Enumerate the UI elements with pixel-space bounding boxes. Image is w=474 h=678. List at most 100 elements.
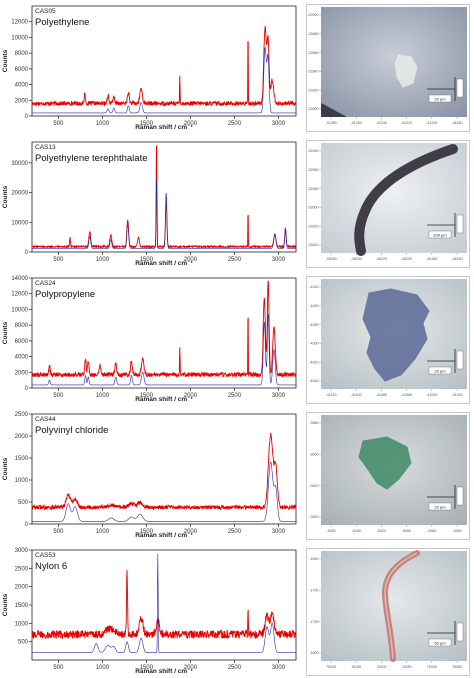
y-tick-label: 0 — [25, 386, 29, 392]
image-y-tick-label: -32960 — [307, 168, 318, 172]
scale-label-box — [428, 94, 452, 103]
x-tick-label: 1000 — [96, 393, 110, 399]
y-tick-label: 10000 — [11, 35, 28, 41]
x-tick-label: 2500 — [228, 257, 242, 263]
measured-spectrum-line — [32, 26, 296, 108]
image-y-tick-label: -1650 — [309, 557, 318, 561]
micrograph: 20 µm -22900 -22880 -22860 -22840 -22820 -2280… — [306, 4, 470, 132]
image-x-tick-label: 76100 — [326, 665, 336, 669]
y-tick-label: 4000 — [15, 355, 29, 361]
sample-particle — [362, 288, 430, 382]
image-x-tick-label: 76350 — [452, 665, 462, 669]
image-y-tick-label: -3600 — [309, 453, 318, 457]
y-tick-label: 0 — [25, 250, 29, 256]
x-tick-label: 2500 — [228, 529, 242, 535]
scale-label-box — [428, 502, 452, 511]
image-x-tick-label: -46260 — [325, 257, 336, 261]
x-axis-title: Raman shift / cm⁻¹ — [135, 260, 193, 267]
measured-spectrum-line — [32, 144, 296, 250]
scale-bar-label: 20 µm — [434, 369, 446, 374]
image-y-tick-label: -1800 — [309, 651, 318, 655]
y-tick-label: 2500 — [15, 412, 29, 418]
scale-label-box — [428, 366, 452, 375]
x-tick-label: 2000 — [184, 393, 198, 399]
sample-code: CAS05 — [35, 8, 56, 15]
image-y-tick-label: -4300 — [309, 342, 318, 346]
spectrum-chart: CAS53 Nylon 6 Raman shift / cm⁻¹ Counts 500 1… — [2, 548, 297, 675]
sample-fiber-highlight — [384, 552, 418, 660]
sample-particle — [358, 436, 412, 490]
y-tick-label: 6000 — [15, 67, 29, 73]
x-tick-label: 2000 — [184, 665, 198, 671]
x-tick-label: 3000 — [272, 257, 286, 263]
reference-spectrum-line — [32, 46, 296, 114]
x-tick-label: 500 — [53, 529, 64, 535]
micrograph: 20 µm -3580 -3600 -3620 -3640 -5460 -5440 -5420… — [306, 412, 470, 540]
x-axis-title: Raman shift / cm⁻¹ — [135, 124, 193, 131]
image-x-tick-label: -41100 — [351, 393, 362, 397]
image-y-tick-label: -4340 — [309, 379, 318, 383]
plot-frame — [31, 141, 297, 253]
image-y-tick-label: -4260 — [309, 304, 318, 308]
x-tick-label: 1500 — [140, 529, 154, 535]
spectrum-chart: CAS24 Polypropylene Raman shift / cm⁻¹ Coun… — [2, 276, 297, 403]
image-y-tick-label: -3620 — [309, 484, 318, 488]
y-tick-label: 1500 — [15, 456, 29, 462]
image-y-tick-label: -4280 — [309, 323, 318, 327]
x-tick-label: 2000 — [184, 121, 198, 127]
polymer-name: Polyethylene terephthalate — [35, 153, 148, 164]
panel-polyvinyl-chloride: CAS44 Polyvinyl chloride Raman shift / cm⁻… — [0, 410, 474, 540]
marker-box — [456, 622, 464, 642]
sample-particle — [394, 54, 418, 88]
image-x-tick-label: -41200 — [426, 121, 437, 125]
x-tick-label: 2000 — [184, 529, 198, 535]
micrograph: 50 µm -1650 -1700 -1750 -1800 76100 76150 76200… — [306, 548, 470, 676]
traces — [32, 432, 296, 522]
y-tick-label: 20000 — [11, 191, 28, 197]
x-tick-label: 500 — [53, 665, 64, 671]
x-tick-label: 1500 — [140, 393, 154, 399]
y-tick-label: 2000 — [15, 370, 29, 376]
x-tick-label: 500 — [53, 121, 64, 127]
x-tick-label: 500 — [53, 257, 64, 263]
reference-spectrum-line — [32, 461, 296, 522]
scale-bar-label: 20 µm — [434, 97, 446, 102]
y-tick-label: 2000 — [15, 98, 29, 104]
y-axis-title: Counts — [2, 49, 9, 72]
scale-label-box — [428, 230, 452, 239]
image-y-tick-label: -22860 — [307, 51, 318, 55]
scale-label-box — [428, 638, 452, 647]
image-y-tick-label: -1750 — [309, 620, 318, 624]
sample-code: CAS13 — [35, 144, 56, 151]
image-x-tick-label: -5440 — [352, 529, 361, 533]
y-tick-label: 8000 — [15, 51, 29, 57]
image-y-tick-label: -1700 — [309, 589, 318, 593]
x-tick-label: 1000 — [96, 529, 110, 535]
y-tick-label: 0 — [25, 114, 29, 120]
y-tick-label: 2000 — [15, 585, 29, 591]
y-tick-label: 2500 — [15, 566, 29, 572]
image-x-tick-label: -5360 — [452, 529, 461, 533]
image-y-tick-label: -4320 — [309, 360, 318, 364]
y-axis-title: Counts — [2, 185, 9, 208]
image-y-tick-label: -33020 — [307, 224, 318, 228]
x-axis-title: Raman shift / cm⁻¹ — [135, 668, 193, 675]
image-y-tick-label: -3580 — [309, 421, 318, 425]
image-x-tick-label: -41060 — [401, 393, 412, 397]
image-y-tick-label: -22800 — [307, 107, 318, 111]
y-tick-label: 8000 — [15, 323, 29, 329]
y-tick-label: 4000 — [15, 83, 29, 89]
measured-spectrum-line — [32, 280, 296, 379]
y-axis-title: Counts — [2, 593, 9, 616]
sample-code: CAS24 — [35, 280, 56, 287]
y-tick-label: 10000 — [11, 307, 28, 313]
image-x-tick-label: -5400 — [402, 529, 411, 533]
micrograph: 20 µm -4240 -4260 -4280 -4300 -4320 -4340 -4112… — [306, 276, 470, 404]
image-x-tick-label: -41040 — [426, 393, 437, 397]
x-tick-label: 1000 — [96, 257, 110, 263]
x-tick-label: 2500 — [228, 121, 242, 127]
x-tick-label: 3000 — [272, 393, 286, 399]
image-y-tick-label: -33000 — [307, 206, 318, 210]
image-x-tick-label: 76250 — [402, 665, 412, 669]
reference-spectrum-line — [32, 553, 296, 653]
